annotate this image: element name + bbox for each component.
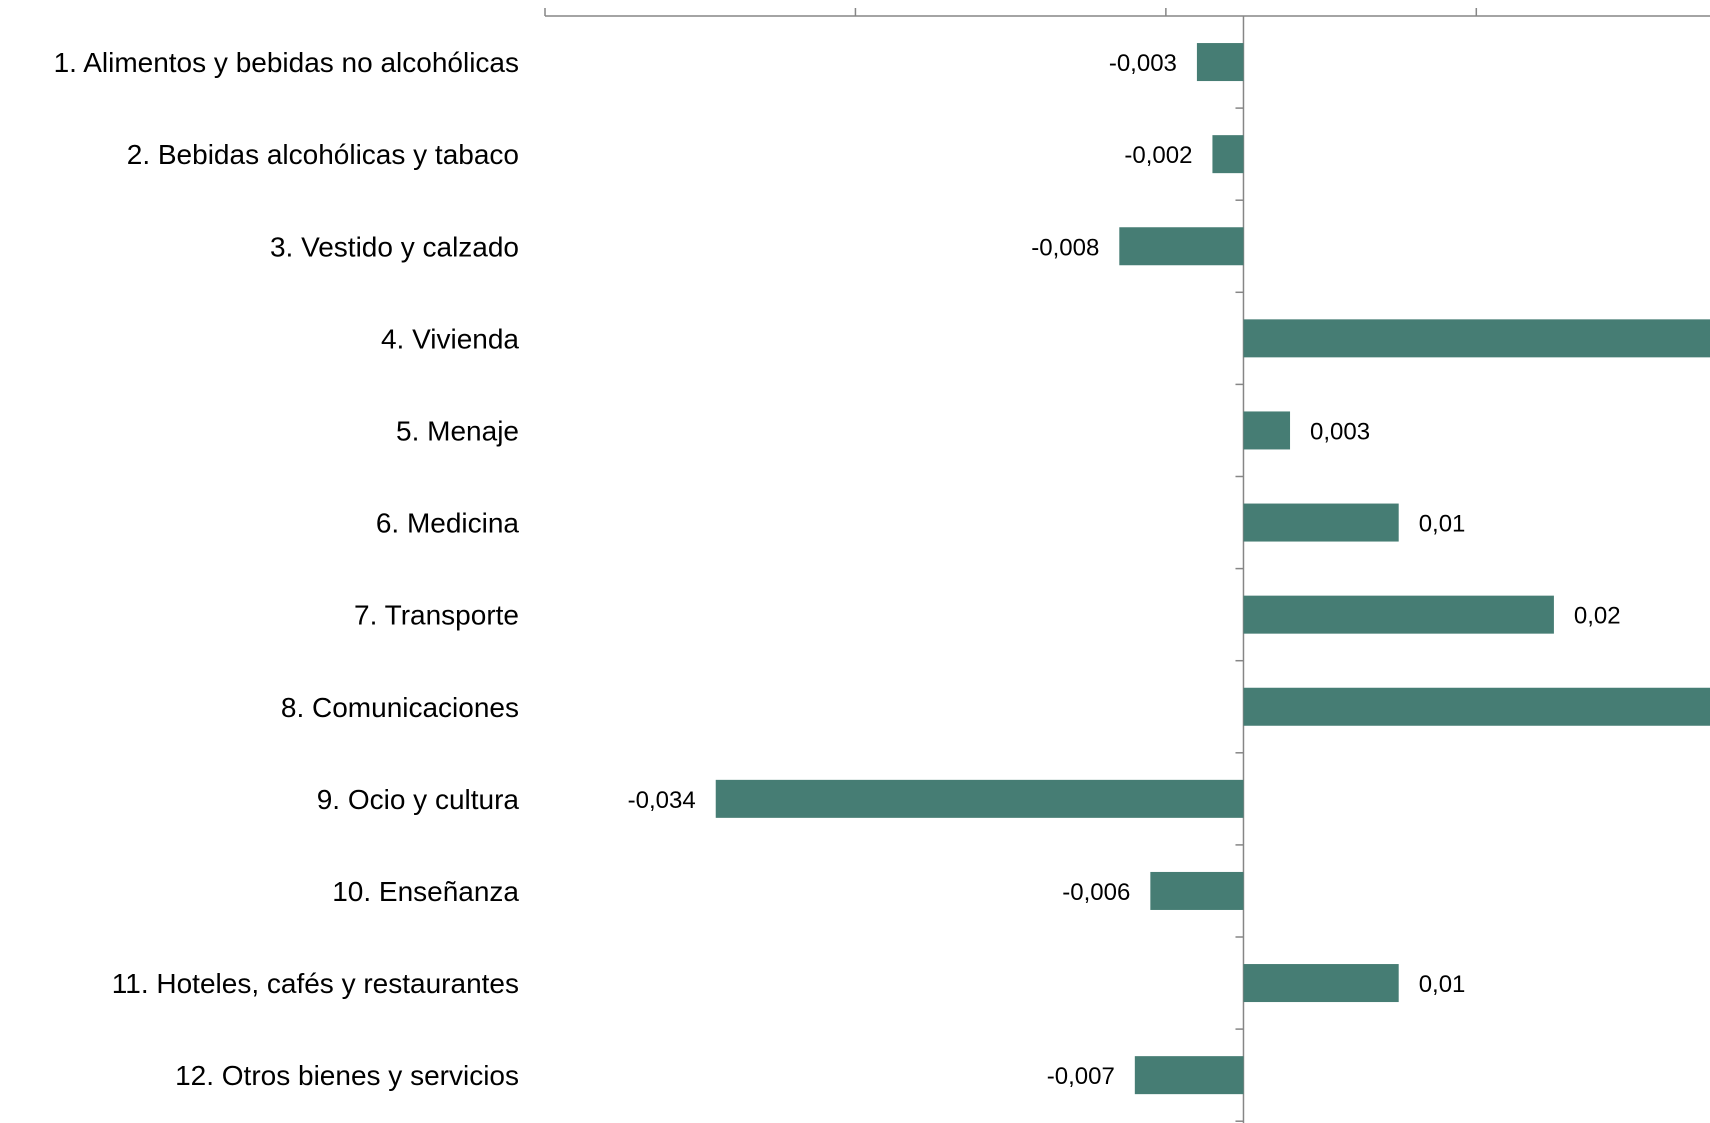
data-label-6: 0,01 — [1419, 511, 1466, 538]
bar-8 — [1243, 687, 1710, 726]
bar-4 — [1243, 319, 1710, 358]
bar-6 — [1243, 503, 1399, 542]
data-label-2: -0,002 — [1124, 142, 1192, 169]
value-axis-ticks — [544, 8, 1478, 16]
category-label-7: 7. Transporte — [354, 600, 519, 631]
bar-11 — [1243, 964, 1399, 1003]
data-labels-group: -0,003-0,002-0,0080,0510,0030,010,020,03… — [628, 50, 1621, 1090]
bar-1 — [1196, 43, 1244, 82]
bar-7 — [1243, 595, 1554, 634]
data-label-10: -0,006 — [1062, 879, 1130, 906]
bar-5 — [1243, 411, 1291, 450]
data-label-7: 0,02 — [1574, 603, 1621, 630]
bars-group — [715, 43, 1710, 1095]
category-label-3: 3. Vestido y calzado — [270, 231, 519, 262]
category-label-6: 6. Medicina — [376, 508, 520, 539]
data-label-5: 0,003 — [1310, 418, 1370, 445]
category-label-2: 2. Bebidas alcohólicas y tabaco — [127, 139, 519, 170]
category-axis-ticks — [1235, 107, 1244, 1122]
data-label-3: -0,008 — [1031, 234, 1099, 261]
category-label-11: 11. Hoteles, cafés y restaurantes — [112, 968, 519, 999]
bar-2 — [1212, 135, 1244, 174]
bar-9 — [715, 779, 1244, 818]
category-label-1: 1. Alimentos y bebidas no alcohólicas — [54, 47, 519, 78]
category-label-8: 8. Comunicaciones — [281, 692, 519, 723]
category-label-5: 5. Menaje — [396, 415, 519, 446]
data-label-11: 0,01 — [1419, 971, 1466, 998]
category-labels-group: 1. Alimentos y bebidas no alcohólicas 2. … — [54, 47, 520, 1091]
data-label-9: -0,034 — [628, 787, 696, 814]
data-label-12: -0,007 — [1047, 1063, 1115, 1090]
data-label-1: -0,003 — [1109, 50, 1177, 77]
bar-3 — [1119, 227, 1244, 266]
category-label-4: 4. Vivienda — [381, 323, 519, 354]
bar-10 — [1150, 871, 1244, 910]
category-label-12: 12. Otros bienes y servicios — [175, 1060, 519, 1091]
category-label-9: 9. Ocio y cultura — [317, 784, 520, 815]
category-label-10: 10. Enseñanza — [332, 876, 519, 907]
bar-12 — [1134, 1056, 1244, 1095]
